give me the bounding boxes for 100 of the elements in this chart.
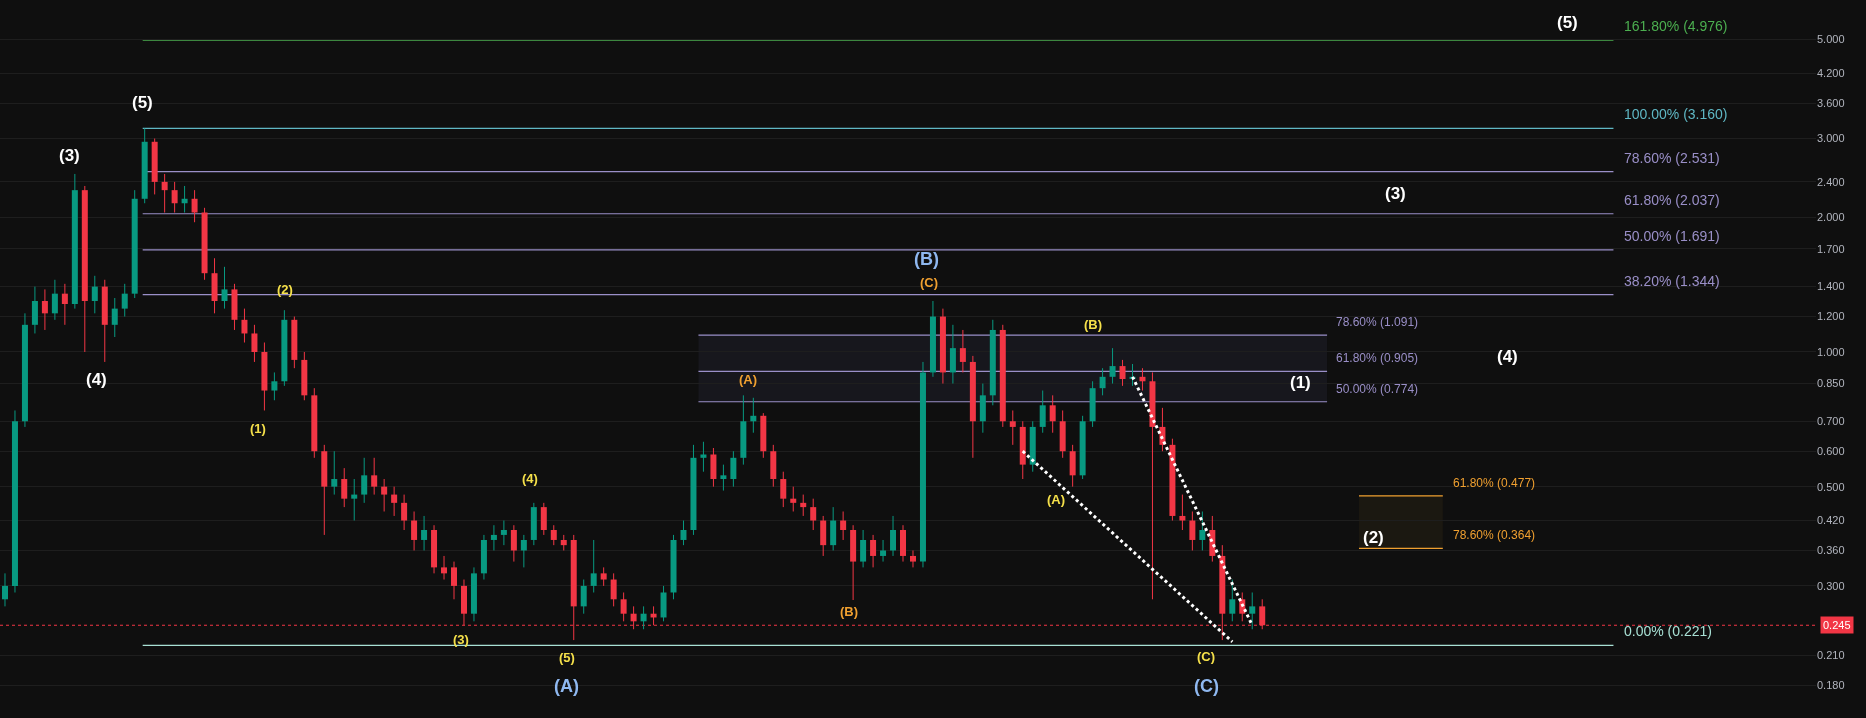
y-tick-label: 1.400: [1817, 280, 1845, 293]
candlestick: [51, 279, 58, 321]
annotation: (5): [132, 93, 153, 112]
candlestick: [670, 534, 677, 600]
candlestick: [510, 524, 517, 563]
candlestick: [151, 138, 158, 195]
candlestick: [520, 534, 527, 568]
candlestick: [810, 498, 817, 531]
candlestick: [11, 409, 18, 593]
annotation: (C): [920, 275, 939, 290]
candlestick: [321, 444, 328, 536]
candlestick: [251, 324, 258, 363]
candlestick: [770, 444, 777, 488]
candlestick: [929, 300, 936, 378]
candlestick: [820, 515, 827, 557]
candlestick: [441, 555, 448, 581]
candlestick: [600, 566, 607, 587]
ref-line-label: 78.60% (1.091): [1336, 315, 1419, 329]
candlestick: [860, 529, 867, 568]
annotation: (2): [1363, 528, 1384, 547]
candlestick: [680, 520, 687, 546]
annotation: (C): [1194, 676, 1219, 696]
candlestick: [191, 189, 198, 223]
ref-line-label: 50.00% (0.774): [1336, 382, 1419, 396]
candlestick: [91, 275, 98, 314]
candlestick: [121, 283, 128, 318]
candlestick: [470, 566, 477, 622]
candlestick: [401, 494, 408, 531]
candlestick: [580, 579, 587, 615]
y-tick-label: 2.400: [1817, 175, 1845, 188]
annotation: (B): [840, 604, 859, 619]
candlestick: [231, 283, 238, 331]
y-tick-label: 0.360: [1817, 544, 1845, 557]
y-tick-label: 3.000: [1817, 132, 1845, 145]
candlestick: [999, 324, 1006, 428]
candlestick: [171, 181, 178, 213]
candlestick: [1179, 494, 1186, 531]
candlestick: [1209, 515, 1216, 563]
candlestick: [530, 502, 537, 546]
candlestick: [1089, 380, 1096, 428]
y-tick-label: 0.600: [1817, 445, 1845, 458]
candlestick: [261, 342, 268, 411]
candlestick: [740, 394, 747, 466]
candlestick: [800, 494, 807, 517]
candlestick: [909, 549, 916, 568]
annotation: (2): [277, 282, 293, 297]
ref-line-label: 78.60% (2.531): [1624, 150, 1720, 166]
y-tick-label: 0.500: [1817, 480, 1845, 493]
candlestick: [949, 324, 956, 385]
candlestick: [1229, 579, 1236, 622]
candlestick: [391, 486, 398, 517]
candlestick: [1149, 371, 1156, 600]
candlestick: [790, 486, 797, 512]
candlestick: [131, 189, 138, 299]
candlestick: [620, 591, 627, 622]
candlestick: [1199, 510, 1206, 551]
candlestick: [1039, 390, 1046, 434]
candlestick: [550, 524, 557, 546]
y-tick-label: 1.200: [1817, 310, 1845, 323]
candlestick: [271, 371, 278, 401]
candlestick: [989, 319, 996, 406]
candlestick: [331, 450, 338, 496]
candlestick: [480, 534, 487, 581]
candlestick: [979, 383, 986, 434]
ref-line-label: 61.80% (0.477): [1453, 476, 1536, 490]
candlestick: [640, 605, 647, 630]
candlestick: [371, 457, 378, 496]
candlestick: [1119, 359, 1126, 387]
candlestick: [490, 524, 497, 551]
candlestick: [451, 561, 457, 600]
ref-line-label: 0.245: [1823, 619, 1851, 631]
candlestick: [61, 283, 68, 326]
candlestick: [1249, 591, 1256, 630]
annotation: (4): [1497, 347, 1518, 366]
y-tick-label: 3.600: [1817, 96, 1845, 109]
ref-line-label: 61.80% (0.905): [1336, 351, 1419, 365]
candlestick: [1189, 510, 1196, 551]
candlestick: [1079, 415, 1086, 480]
candlestick: [41, 288, 48, 331]
candlestick: [411, 510, 418, 551]
candlestick: [111, 297, 118, 338]
candlestick: [1109, 347, 1116, 385]
annotation: (A): [1047, 492, 1066, 507]
candlestick: [969, 355, 976, 459]
annotation: (A): [739, 372, 758, 387]
ref-line-label: 78.60% (0.364): [1453, 528, 1536, 542]
annotation: (1): [250, 421, 266, 436]
candlestick: [870, 534, 877, 568]
candlestick: [101, 279, 108, 363]
candlestick: [1049, 394, 1056, 434]
candlestick: [301, 351, 308, 401]
candlestick: [431, 524, 438, 574]
annotation: (5): [1557, 13, 1578, 32]
annotation: (C): [1197, 649, 1216, 664]
y-tick-label: 0.300: [1817, 579, 1845, 592]
y-tick-label: 0.420: [1817, 514, 1845, 527]
candlestick: [760, 412, 767, 459]
candlestick: [361, 457, 368, 504]
annotation: (3): [59, 146, 80, 165]
candlestick: [21, 312, 28, 428]
